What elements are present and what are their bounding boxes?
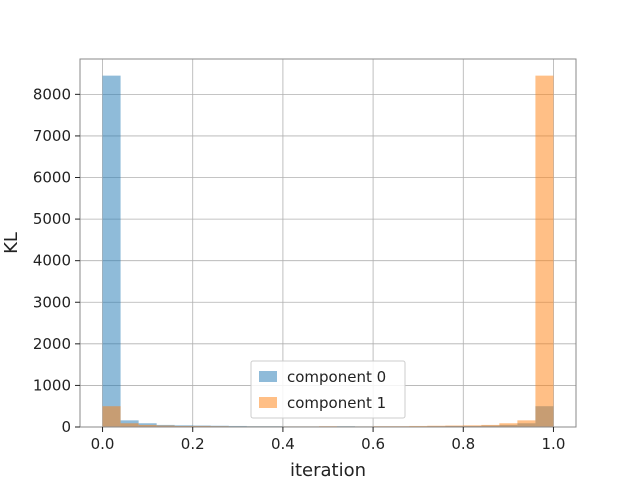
y-tick-label: 3000 — [33, 293, 71, 311]
bar-component-1-bin-17 — [409, 425, 428, 427]
y-axis-label: KL — [1, 232, 22, 254]
bar-component-1-bin-23 — [517, 420, 536, 427]
bar-component-1-bin-24 — [535, 75, 554, 428]
y-tick-label: 7000 — [33, 127, 71, 145]
x-axis-label: iteration — [290, 460, 366, 480]
bar-component-1-bin-20 — [463, 425, 482, 427]
bar-component-1-bin-21 — [481, 424, 500, 427]
grid-layer — [80, 59, 576, 428]
legend-box — [250, 360, 406, 419]
bar-component-1-bin-2 — [138, 424, 157, 427]
bar-component-1-bin-22 — [499, 423, 518, 427]
bar-component-1-bin-0 — [102, 406, 121, 427]
bar-component-1-bin-18 — [427, 425, 446, 427]
y-tick-label: 0 — [61, 418, 71, 436]
y-tick-label: 8000 — [33, 85, 71, 103]
ticks-layer: 0.0 0.2 0.4 0.6 0.8 1.0 0 1000 2000 3000 4000 5000 6… — [33, 85, 566, 453]
x-tick-label: 1.0 — [542, 435, 566, 453]
bar-component-1-bin-4 — [174, 425, 193, 427]
bar-component-1-bin-5 — [192, 425, 211, 427]
y-tick-label: 2000 — [33, 335, 71, 353]
legend-swatch-component-0 — [259, 371, 277, 382]
bar-component-0-bin-0 — [102, 75, 121, 428]
x-tick-label: 0.0 — [91, 435, 115, 453]
y-tick-label: 4000 — [33, 252, 71, 270]
legend: component 0 component 1 — [250, 360, 406, 419]
y-tick-label: 1000 — [33, 376, 71, 394]
y-tick-label: 5000 — [33, 210, 71, 228]
x-tick-label: 0.4 — [271, 435, 295, 453]
bar-component-1-bin-1 — [120, 423, 139, 427]
bar-component-1-bin-19 — [445, 425, 464, 427]
plot-frame — [79, 58, 577, 428]
x-tick-label: 0.8 — [451, 435, 475, 453]
legend-label-component-0: component 0 — [287, 368, 386, 386]
bar-component-1-bin-3 — [156, 425, 175, 427]
legend-swatch-component-1 — [259, 397, 277, 408]
y-tick-label: 6000 — [33, 169, 71, 187]
x-tick-label: 0.6 — [361, 435, 385, 453]
x-tick-label: 0.2 — [181, 435, 205, 453]
legend-label-component-1: component 1 — [287, 394, 386, 412]
